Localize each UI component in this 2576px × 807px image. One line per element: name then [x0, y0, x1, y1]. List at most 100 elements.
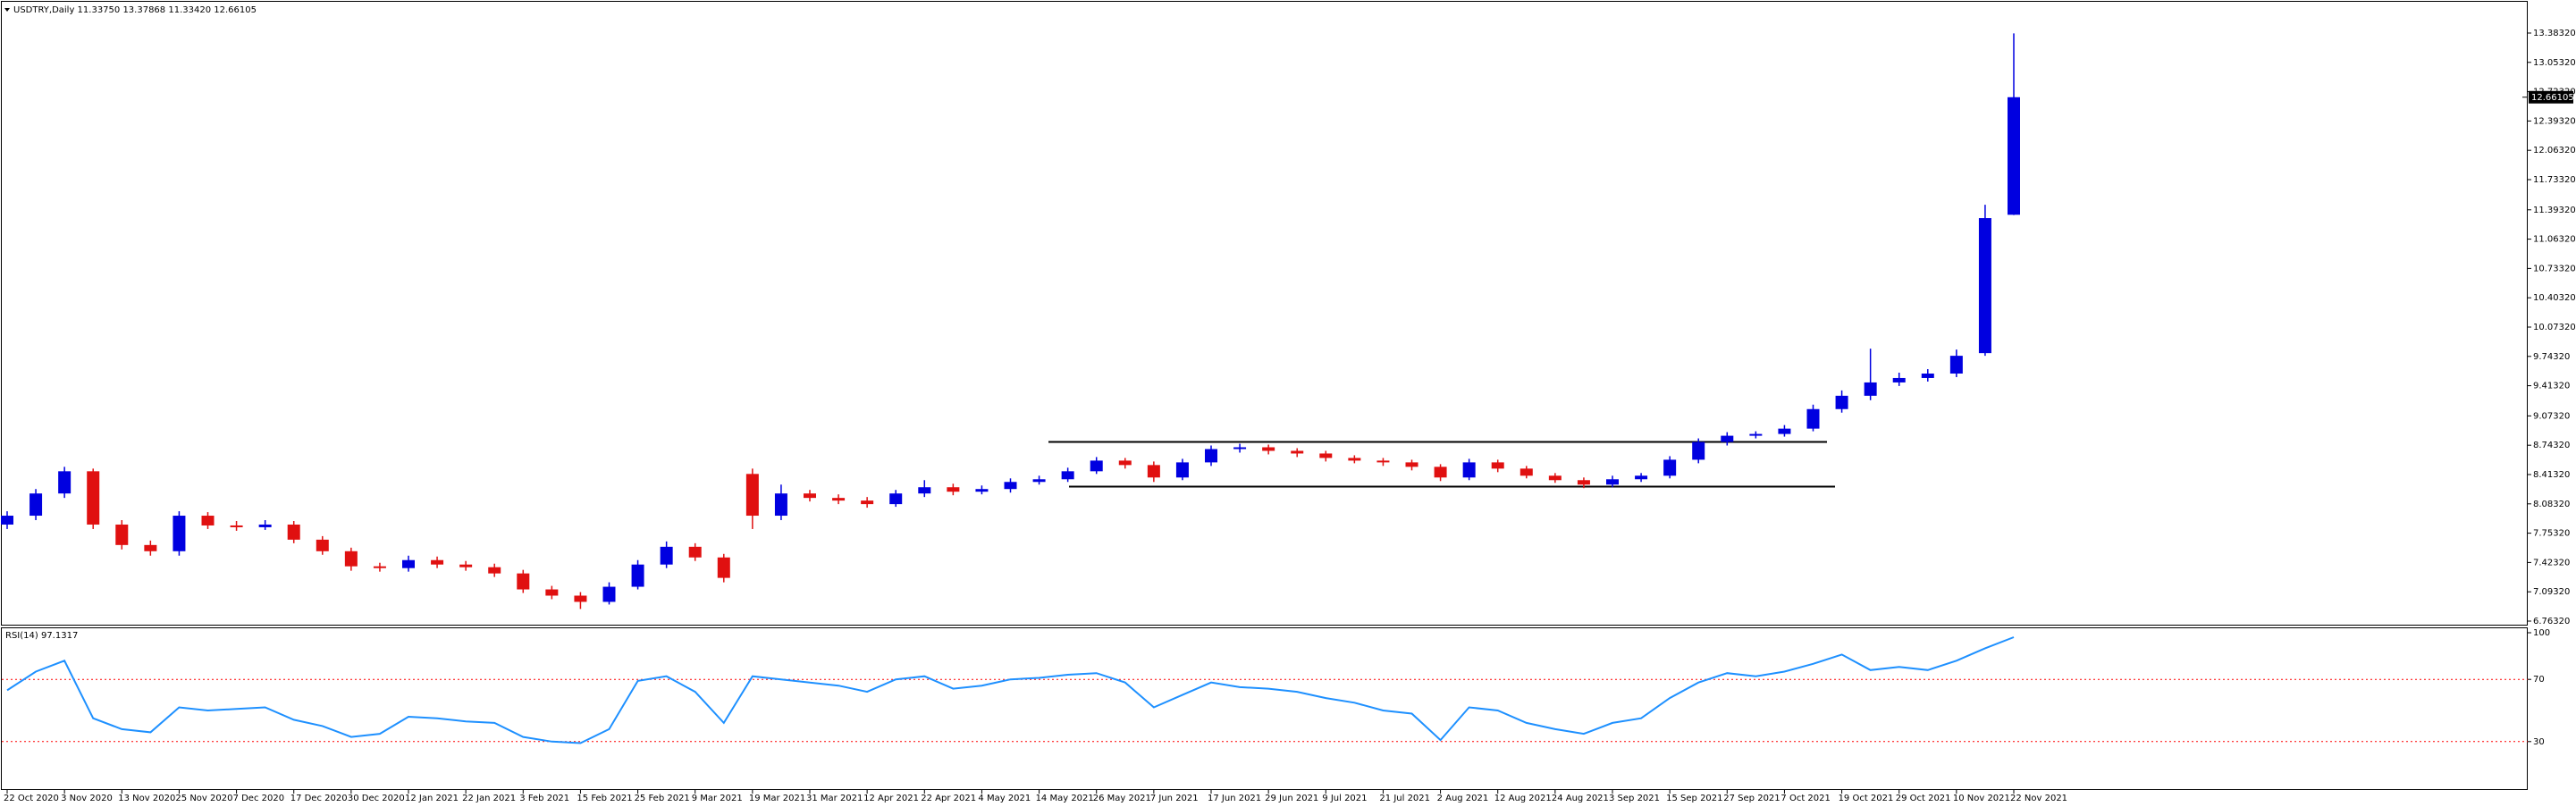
candle-body — [804, 493, 816, 499]
x-tick-label: 31 Mar 2021 — [806, 794, 863, 803]
candle-body — [1892, 377, 1906, 382]
rsi-panel — [1, 627, 2528, 790]
candle-body — [861, 500, 874, 505]
x-tick-label: 3 Feb 2021 — [519, 794, 569, 803]
candle-body — [1520, 468, 1533, 476]
y-tick-label: 13.05320 — [2533, 58, 2576, 68]
candle-body — [1577, 480, 1590, 485]
candle-body — [1319, 453, 1333, 458]
x-tick-label: 26 May 2021 — [1093, 794, 1151, 803]
candle-body — [1663, 459, 1677, 476]
candle-body — [717, 557, 730, 578]
candle-body — [29, 493, 43, 517]
candle-body — [1606, 479, 1619, 485]
x-tick-label: 7 Dec 2020 — [233, 794, 285, 803]
candle-body — [1032, 479, 1046, 483]
x-tick-label: 21 Jul 2021 — [1379, 794, 1430, 803]
candle-body — [1348, 458, 1361, 461]
candle-body — [1, 516, 13, 525]
x-tick-label: 30 Dec 2020 — [348, 794, 405, 803]
y-tick-label: 11.39320 — [2533, 206, 2576, 215]
x-tick-label: 25 Nov 2020 — [175, 794, 232, 803]
candle-body — [1061, 471, 1074, 480]
x-tick-label: 9 Jul 2021 — [1322, 794, 1367, 803]
y-tick-label: 7.42320 — [2533, 558, 2570, 567]
x-tick-label: 19 Mar 2021 — [749, 794, 805, 803]
candle-body — [1147, 465, 1160, 478]
x-tick-label: 22 Nov 2021 — [2010, 794, 2067, 803]
x-tick-label: 29 Jun 2021 — [1265, 794, 1318, 803]
candle-body — [1921, 373, 1934, 378]
chart-title: USDTRY,Daily 11.33750 13.37868 11.33420 … — [13, 5, 257, 15]
x-tick-label: 7 Jun 2021 — [1150, 794, 1199, 803]
candle-body — [660, 546, 673, 565]
y-tick-label: 9.07320 — [2533, 411, 2570, 421]
candle-body — [1462, 462, 1476, 478]
candle-body — [1635, 475, 1648, 480]
candle-body — [1233, 447, 1247, 450]
x-tick-label: 7 Oct 2021 — [1780, 794, 1830, 803]
candle-body — [1262, 447, 1275, 451]
y-tick-label: 13.38320 — [2533, 29, 2576, 38]
x-tick-label: 13 Nov 2020 — [118, 794, 175, 803]
y-tick-label: 9.74320 — [2533, 352, 2570, 362]
candle-body — [1491, 462, 1504, 469]
y-tick-label: 7.75320 — [2533, 529, 2570, 539]
candle-body — [115, 524, 129, 545]
candle-body — [602, 586, 616, 602]
x-tick-label: 3 Nov 2020 — [61, 794, 113, 803]
x-tick-label: 12 Aug 2021 — [1494, 794, 1552, 803]
candle-body — [745, 474, 759, 517]
candle-body — [58, 471, 72, 494]
candle-body — [173, 516, 186, 551]
y-tick-label: 11.06320 — [2533, 235, 2576, 245]
y-tick-label: 8.41320 — [2533, 470, 2570, 480]
x-tick-label: 24 Aug 2021 — [1552, 794, 1609, 803]
candle-body — [402, 559, 415, 568]
price-panel — [1, 1, 2528, 626]
candle-body — [373, 566, 386, 568]
candle-body — [1978, 218, 1991, 354]
candle-body — [1864, 382, 1877, 396]
candle-body — [1434, 467, 1447, 478]
y-tick-label: 7.09320 — [2533, 587, 2570, 597]
x-tick-label: 3 Sep 2021 — [1609, 794, 1660, 803]
x-tick-label: 15 Feb 2021 — [577, 794, 632, 803]
candle-body — [545, 589, 559, 596]
x-tick-label: 10 Nov 2021 — [1953, 794, 2010, 803]
candle-body — [1291, 450, 1304, 454]
y-tick-label: 6.76320 — [2533, 617, 2570, 626]
candle-body — [1118, 460, 1132, 466]
candle-body — [1004, 482, 1017, 490]
candle-body — [1835, 395, 1848, 409]
candle-body — [1175, 462, 1189, 478]
candle-body — [1205, 449, 1217, 463]
candle-body — [688, 546, 702, 558]
candle-body — [774, 493, 787, 517]
candle-body — [258, 524, 272, 527]
candle-body — [631, 564, 644, 587]
candle-body — [201, 516, 215, 525]
y-tick-label: 10.07320 — [2533, 323, 2576, 332]
candle-body — [344, 551, 358, 567]
candle-body — [316, 539, 329, 551]
candle-body — [947, 487, 960, 492]
rsi-title: RSI(14) 97.1317 — [5, 631, 78, 641]
x-tick-label: 22 Oct 2020 — [4, 794, 59, 803]
y-tick-label: 30 — [2533, 737, 2545, 747]
candle-body — [1692, 441, 1705, 460]
candle-body — [832, 498, 846, 501]
candle-body — [889, 493, 903, 505]
x-tick-label: 15 Sep 2021 — [1666, 794, 1722, 803]
y-tick-label: 12.39320 — [2533, 116, 2576, 126]
price-label-box — [2529, 90, 2573, 104]
x-tick-label: 4 May 2021 — [978, 794, 1031, 803]
candle-body — [1090, 460, 1103, 472]
candle-body — [1405, 462, 1418, 467]
candle-body — [517, 573, 530, 590]
menu-icon[interactable] — [4, 8, 10, 12]
candle-body — [144, 544, 157, 551]
x-tick-label: 17 Jun 2021 — [1208, 794, 1261, 803]
candle-body — [230, 525, 243, 527]
